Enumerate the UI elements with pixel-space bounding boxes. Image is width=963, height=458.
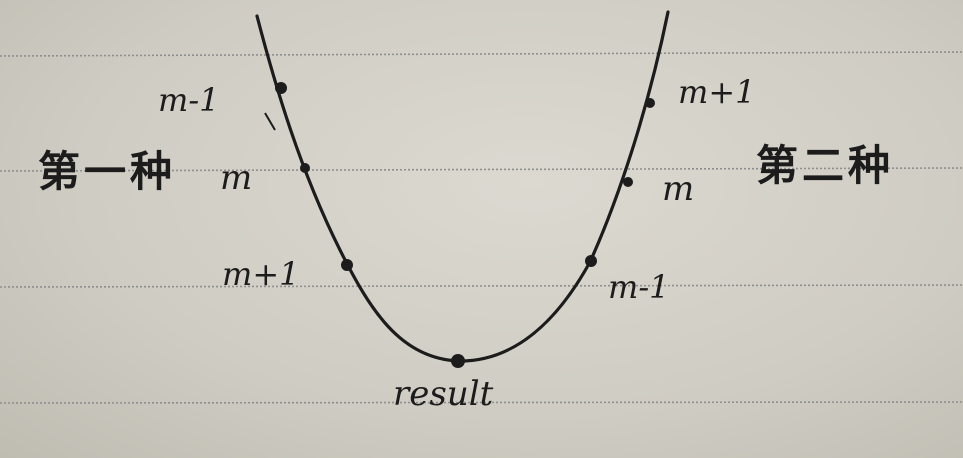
right-point-m (623, 177, 633, 187)
left-point-m-plus-1 (341, 259, 353, 271)
ruled-line (0, 51, 963, 57)
right-label-m-plus-1: m+1 (678, 73, 756, 111)
u-curve (255, 10, 670, 363)
right-label-m-minus-1: m-1 (608, 268, 670, 306)
right-point-m-plus-1 (645, 98, 655, 108)
right-label-m: m (662, 169, 694, 209)
left-label-m-minus-1: m-1 (158, 81, 220, 119)
ruled-line (0, 284, 963, 288)
left-label-m: m (220, 158, 252, 198)
right-point-m-minus-1 (585, 255, 597, 267)
left-method-label: 第一种 (38, 147, 176, 196)
ruled-line (0, 167, 963, 172)
result-label: result (393, 374, 494, 414)
left-point-m-minus-1 (275, 82, 287, 94)
pen-mark (264, 112, 276, 131)
right-method-label: 第二种 (756, 141, 894, 190)
left-label-m-plus-1: m+1 (222, 255, 300, 293)
ruled-lines (0, 51, 963, 404)
ruled-line (0, 401, 963, 404)
result-point (451, 354, 465, 368)
left-point-m (300, 163, 310, 173)
